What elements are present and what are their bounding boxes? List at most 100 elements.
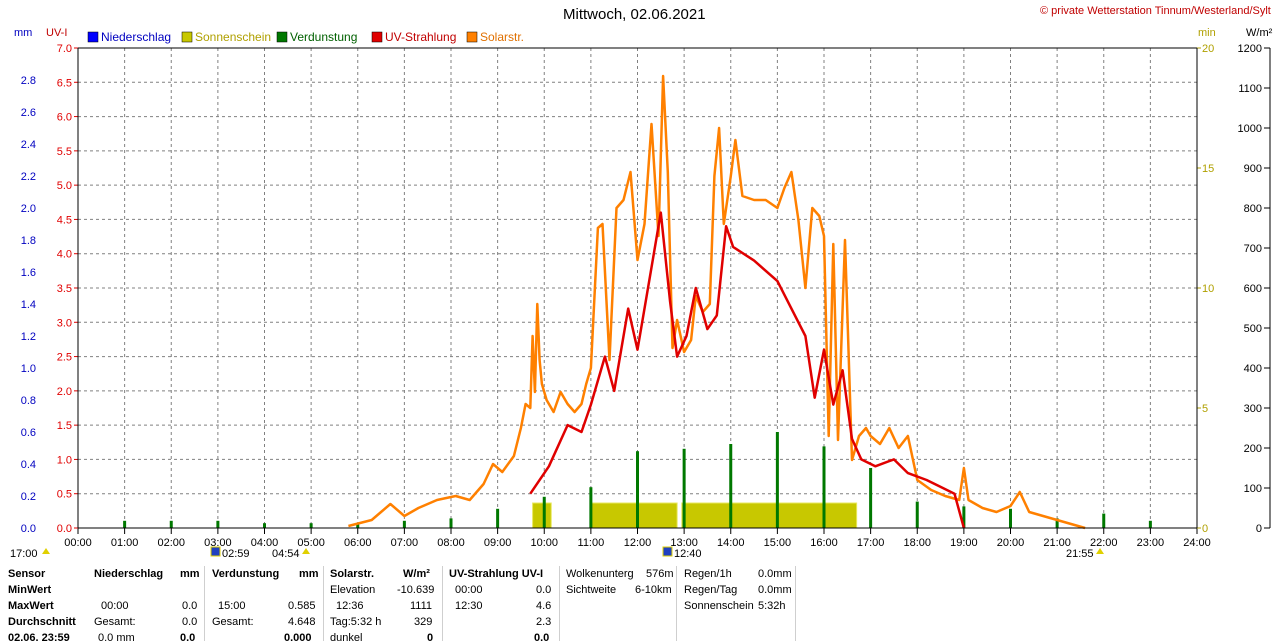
verdunstung-bar xyxy=(496,508,500,528)
verdunstung-bar xyxy=(1055,518,1059,528)
min-tick-label: 20 xyxy=(1202,43,1214,55)
uv-bottom-b: 0.0 xyxy=(534,632,550,644)
verdunstung-bar xyxy=(123,520,127,528)
uv-header: UV-Strahlung UV-I xyxy=(449,568,544,580)
mm-tick-label: 0.8 xyxy=(21,395,36,407)
x-tick-label: 24:00 xyxy=(1183,537,1211,549)
culmination-icon xyxy=(662,546,673,557)
uv-line xyxy=(529,211,966,529)
chart-title: Mittwoch, 02.06.2021 xyxy=(563,6,706,23)
solar-elev-label: Elevation xyxy=(330,584,376,596)
wm2-tick-label: 500 xyxy=(1244,323,1262,335)
mm-tick-label: 2.2 xyxy=(21,171,36,183)
niederschlag-unit: mm xyxy=(180,568,200,580)
uv-tick-label: 6.0 xyxy=(57,112,72,124)
mm-tick-label: 2.4 xyxy=(21,139,36,151)
x-tick-label: 00:00 xyxy=(64,537,92,549)
mm-tick-label: 0.6 xyxy=(21,427,36,439)
niederschlag-bottom-b: 0.0 xyxy=(180,632,196,644)
mm-tick-label: 2.0 xyxy=(21,203,36,215)
regen-value-1: 0.0mm xyxy=(758,568,792,580)
verdunstung-bar xyxy=(729,444,733,528)
uv-max-time: 12:30 xyxy=(455,600,483,612)
uv-tick-label: 4.5 xyxy=(57,214,72,226)
legend-swatch xyxy=(87,31,99,43)
verdunstung-bar xyxy=(402,520,406,528)
wm2-tick-label: 900 xyxy=(1244,163,1262,175)
unit-min: min xyxy=(1198,27,1216,39)
verdunstung-bar xyxy=(1102,513,1106,528)
niederschlag-gesamt-label: Gesamt: xyxy=(94,616,136,628)
uv-tick-label: 3.5 xyxy=(57,283,72,295)
uv-panel xyxy=(443,566,560,641)
uv-min-val: 0.0 xyxy=(536,584,552,596)
legend-label: Sonnenschein xyxy=(195,30,271,44)
x-tick-label: 13:00 xyxy=(670,537,698,549)
uv-max-val: 4.6 xyxy=(536,600,552,612)
civil-dawn-time: 02:59 xyxy=(222,548,250,560)
verdunstung-bar xyxy=(263,523,266,528)
regen-label-3: Sonnenschein xyxy=(684,600,754,612)
verdunstung-bar xyxy=(775,432,779,528)
legend-label: Niederschlag xyxy=(101,30,171,44)
verdunstung-bar xyxy=(589,487,593,528)
uv-min-time: 00:00 xyxy=(455,584,483,596)
niederschlag-max-time: 00:00 xyxy=(101,600,129,612)
row-label-max: MaxWert xyxy=(8,600,54,612)
legend-swatch xyxy=(371,31,383,43)
cloud-panel xyxy=(560,566,677,641)
x-tick-label: 21:00 xyxy=(1043,537,1071,549)
uv-tick-label: 2.0 xyxy=(57,386,72,398)
niederschlag-panel xyxy=(90,566,205,641)
verdunstung-bar xyxy=(216,520,220,528)
mm-tick-label: 0.0 xyxy=(21,523,36,535)
sunshine-block xyxy=(532,502,552,529)
legend-label: UV-Strahlung xyxy=(385,30,456,44)
sunrise-left-time: 17:00 xyxy=(10,548,38,560)
solar-bottom-a: dunkel xyxy=(330,632,363,644)
mm-tick-label: 1.2 xyxy=(21,331,36,343)
regen-panel xyxy=(677,566,796,641)
solar-unit: W/m² xyxy=(403,568,430,580)
mm-tick-label: 0.4 xyxy=(21,459,36,471)
x-tick-label: 03:00 xyxy=(204,537,232,549)
solar-elev-val: -10.639 xyxy=(397,584,435,596)
sunshine-block xyxy=(681,502,858,529)
wm2-tick-label: 100 xyxy=(1244,483,1262,495)
unit-wm2: W/m² xyxy=(1246,27,1273,39)
uv-tick-label: 6.5 xyxy=(57,77,72,89)
verdunstung-bar xyxy=(449,518,453,528)
sunset-time: 21:55 xyxy=(1066,548,1094,560)
x-tick-label: 01:00 xyxy=(111,537,139,549)
row-label-min: MinWert xyxy=(8,584,52,596)
cloud-label-1: Wolkenunterg xyxy=(566,568,634,580)
uv-tick-label: 0.5 xyxy=(57,489,72,501)
niederschlag-bottom-a: 0.0 mm xyxy=(98,632,135,644)
mm-tick-label: 1.4 xyxy=(21,299,36,311)
verdunstung-unit: mm xyxy=(299,568,319,580)
culmination-time: 12:40 xyxy=(674,548,702,560)
uv-tick-label: 4.0 xyxy=(57,249,72,261)
verdunstung-bar xyxy=(869,468,873,528)
x-tick-label: 16:00 xyxy=(810,537,838,549)
solar-tag-val: 329 xyxy=(414,616,433,628)
x-tick-label: 04:00 xyxy=(251,537,279,549)
x-tick-label: 14:00 xyxy=(717,537,745,549)
x-tick-label: 11:00 xyxy=(578,537,605,549)
mm-tick-label: 2.6 xyxy=(21,107,36,119)
verdunstung-panel xyxy=(205,566,324,641)
niederschlag-gesamt-val: 0.0 xyxy=(182,616,198,628)
wm2-tick-label: 300 xyxy=(1244,403,1262,415)
uv-series xyxy=(529,211,966,529)
verdunstung-bottom-b: 0.000 xyxy=(284,632,312,644)
sunrise-time: 04:54 xyxy=(272,548,300,560)
x-tick-label: 12:00 xyxy=(624,537,652,549)
cloud-value-2: 6-10km xyxy=(635,584,672,596)
cloud-label-2: Sichtweite xyxy=(566,584,617,596)
x-tick-label: 10:00 xyxy=(530,537,558,549)
row-label-date: 02.06. 23:59 xyxy=(8,632,70,644)
min-tick-label: 10 xyxy=(1202,283,1214,295)
wm2-tick-label: 700 xyxy=(1244,243,1262,255)
x-tick-label: 17:00 xyxy=(857,537,885,549)
